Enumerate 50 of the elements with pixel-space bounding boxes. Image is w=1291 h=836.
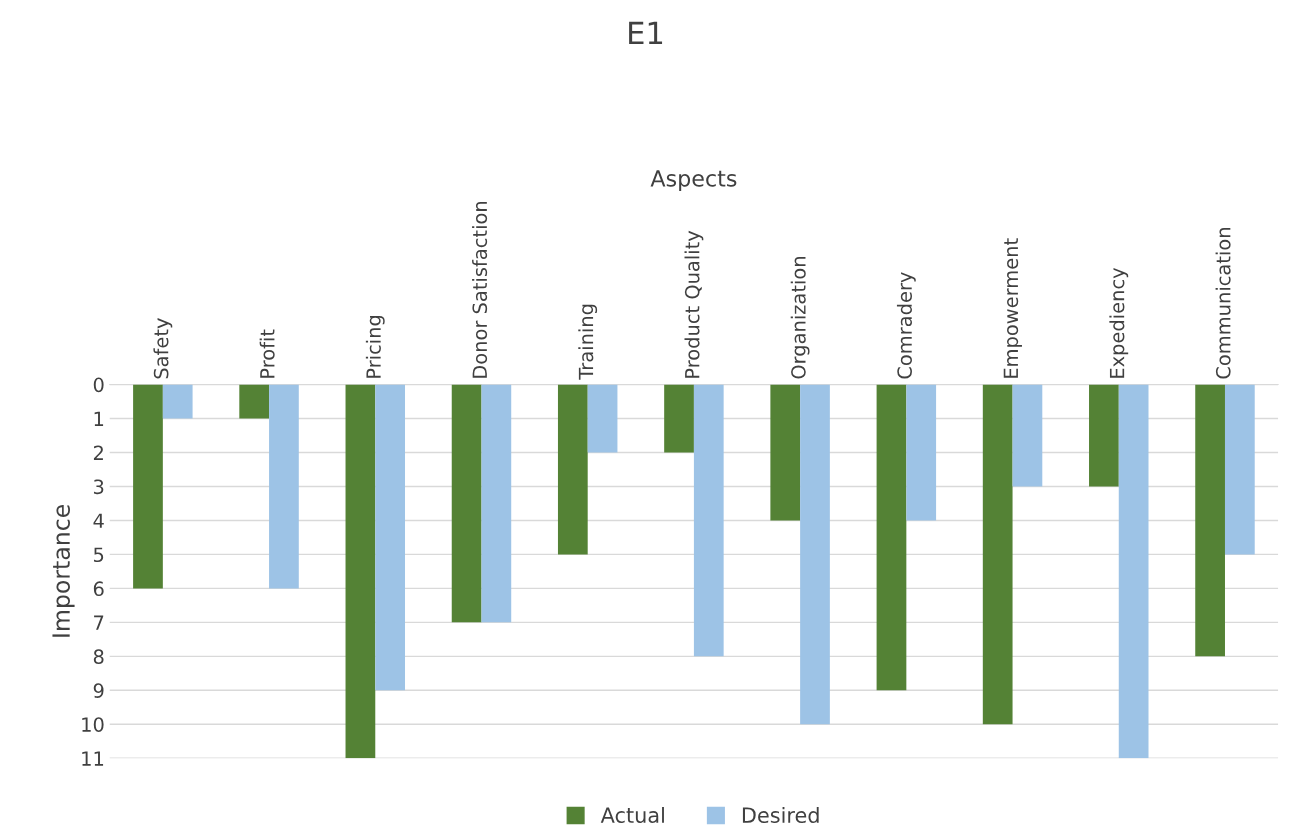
bar: [770, 384, 801, 521]
y-tick-label: 8: [93, 649, 104, 664]
bar: [800, 384, 830, 725]
bar: [1089, 384, 1119, 487]
legend-label: Desired: [742, 806, 819, 824]
x-tick-label: Communication: [1215, 228, 1231, 379]
bar: [693, 384, 724, 657]
bar: [269, 384, 299, 589]
y-tick-label: 1: [94, 411, 104, 426]
x-tick-label: Product Quality: [684, 230, 704, 378]
bar: [557, 384, 588, 555]
bar: [481, 384, 512, 623]
bar: [375, 384, 406, 691]
y-axis-title: Importance: [52, 505, 75, 637]
bar: [451, 384, 482, 623]
bar: [1224, 384, 1255, 555]
x-tick-label: Pricing: [365, 315, 385, 378]
bar: [906, 384, 937, 521]
y-tick-label: 0: [93, 377, 104, 393]
bar: [587, 384, 618, 453]
y-tick-label: 3: [93, 479, 104, 495]
y-tick-label: 2: [93, 445, 103, 460]
y-tick-label: 6: [93, 581, 104, 597]
y-tick-label: 11: [82, 751, 104, 766]
bar: [1012, 384, 1043, 487]
x-tick-label: Expediency: [1109, 267, 1129, 378]
legend-label: Actual: [600, 806, 664, 824]
bar: [133, 384, 163, 589]
bar: [1118, 384, 1149, 759]
bar: [876, 384, 907, 691]
bar: [664, 384, 694, 453]
y-tick-label: 7: [94, 615, 104, 630]
x-tick-label: Comradery: [896, 272, 916, 379]
x-tick-label: Training: [578, 304, 598, 380]
x-tick-label: Donor Satisfaction: [472, 201, 488, 378]
chart-title: E1: [629, 21, 663, 45]
y-tick-label: 4: [93, 513, 104, 528]
x-axis-title: Aspects: [650, 170, 737, 192]
x-tick-label: Empowerment: [1003, 238, 1022, 378]
y-tick-label: 10: [82, 717, 104, 732]
y-tick-label: 9: [93, 683, 104, 698]
x-tick-label: Profit: [259, 329, 275, 378]
bar: [162, 384, 193, 419]
x-tick-label: Safety: [153, 318, 173, 379]
bar: [345, 384, 376, 759]
y-tick-label: 5: [94, 547, 104, 563]
bar: [239, 384, 270, 419]
bar: [982, 384, 1013, 725]
x-tick-label: Organization: [790, 257, 810, 379]
bar: [1195, 384, 1225, 657]
